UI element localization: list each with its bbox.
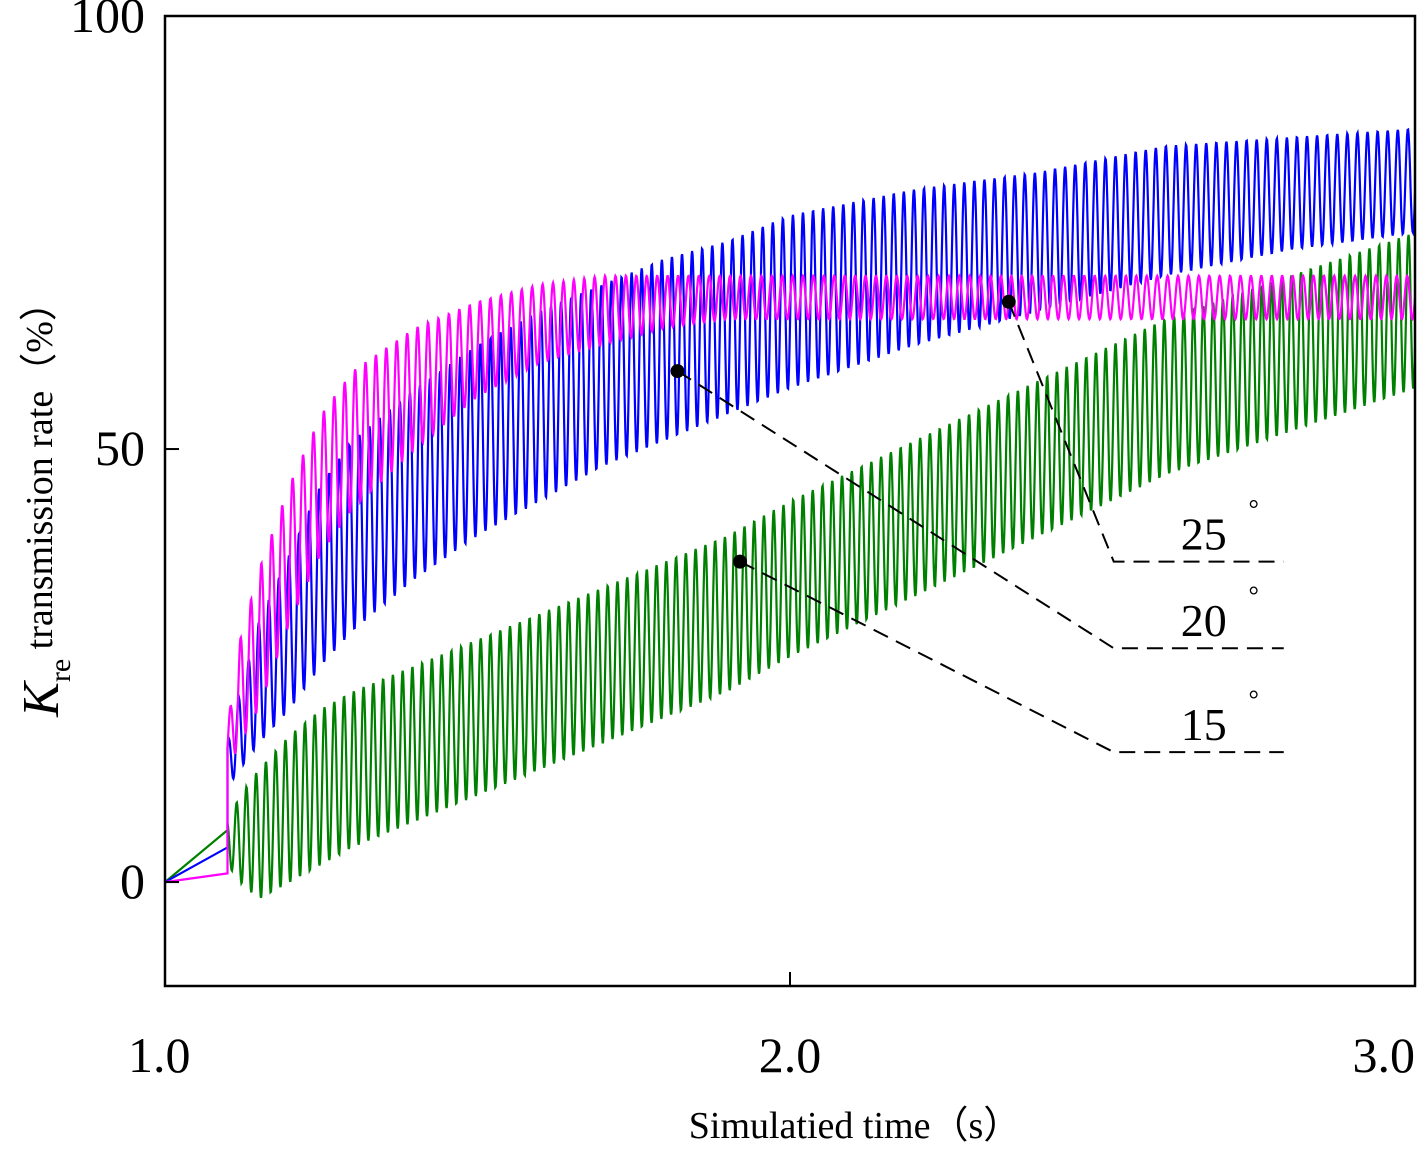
annotation-layer: 25 ° 20 ° 15 ° xyxy=(670,294,1284,754)
y-tick-label: 50 xyxy=(95,420,145,476)
x-tick-label: 2.0 xyxy=(759,1027,822,1083)
annotation-label-15: 15 xyxy=(1181,699,1227,750)
series-line-20deg xyxy=(164,127,1417,884)
x-axis-label: Simulatied time（s） xyxy=(689,1105,1021,1147)
annotation-marker-25 xyxy=(1001,294,1016,309)
annotation-degree-15: ° xyxy=(1249,685,1259,714)
annotation-degree-25: ° xyxy=(1249,495,1259,524)
x-tick-label: 3.0 xyxy=(1353,1027,1416,1083)
y-axis-label: Kre transmission rate（%） xyxy=(13,283,77,718)
annotation-degree-20: ° xyxy=(1249,581,1259,610)
annotation-leader-20 xyxy=(676,370,1284,650)
annotation-leader-15 xyxy=(739,560,1284,754)
y-tick-label: 0 xyxy=(120,853,145,909)
series-line-25deg xyxy=(164,272,1417,884)
annotation-marker-20 xyxy=(670,364,685,379)
y-axis-label-subscript: re xyxy=(44,659,77,682)
y-axis-label-text: transmission rate（%） xyxy=(19,283,61,659)
ticks-layer: 0 50 100 1.0 2.0 3.0 xyxy=(70,0,1416,1083)
annotation-label-25: 25 xyxy=(1181,509,1227,560)
y-axis-label-symbol: K xyxy=(13,680,70,718)
annotation-marker-15 xyxy=(733,554,747,569)
svg-text:Kre transmission rate（%）: Kre transmission rate（%） xyxy=(13,283,77,718)
series-line-15deg xyxy=(164,234,1417,899)
annotation-label-20: 20 xyxy=(1181,595,1227,646)
y-tick-label: 100 xyxy=(70,0,145,43)
series-layer xyxy=(164,127,1417,899)
annotation-leader-25 xyxy=(1007,301,1284,563)
x-tick-label: 1.0 xyxy=(128,1027,191,1083)
